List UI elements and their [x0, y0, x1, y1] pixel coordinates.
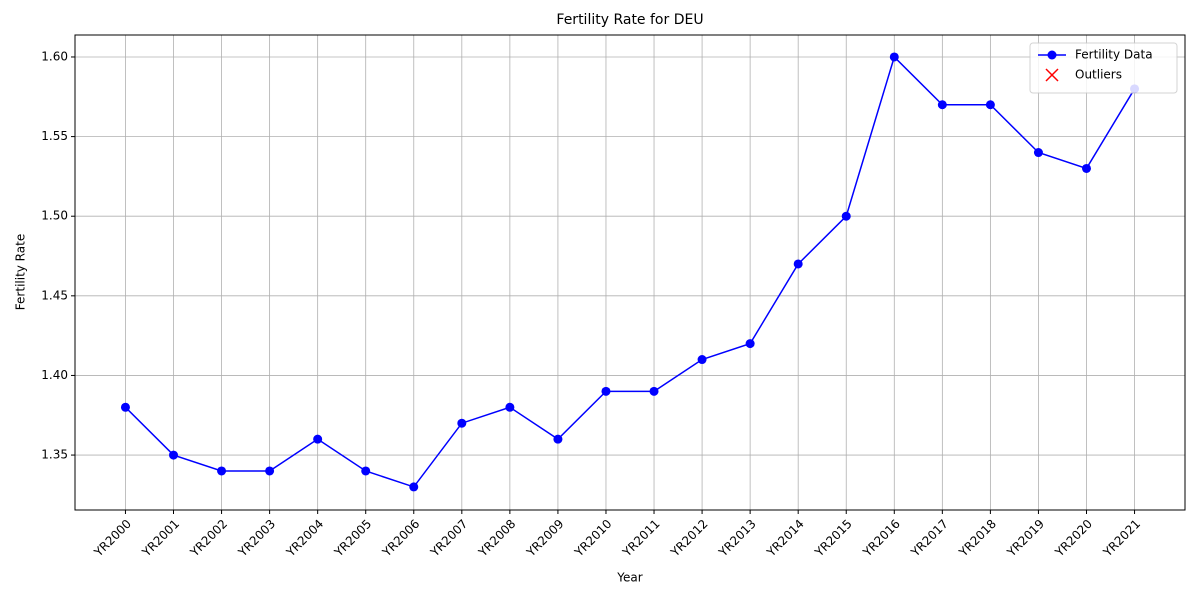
legend-marker	[1047, 50, 1057, 60]
x-tick-label: YR2002	[187, 517, 230, 560]
x-tick-label: YR2001	[139, 517, 182, 560]
y-tick-label: 1.60	[41, 49, 68, 63]
x-tick-label: YR2020	[1052, 517, 1095, 560]
x-tick-label: YR2004	[283, 517, 326, 560]
legend-label: Outliers	[1075, 68, 1122, 82]
x-tick-label: YR2016	[860, 517, 903, 560]
x-tick-label: YR2010	[571, 517, 614, 560]
y-tick-label: 1.50	[41, 209, 68, 223]
x-tick-label: YR2005	[331, 517, 374, 560]
x-tick-label: YR2008	[475, 517, 518, 560]
marker	[1081, 163, 1091, 173]
legend-marker	[1045, 68, 1059, 82]
marker	[793, 259, 803, 269]
marker	[457, 418, 467, 428]
x-tick-label: YR2018	[956, 517, 999, 560]
x-tick-label: YR2011	[619, 517, 662, 560]
marker	[265, 466, 275, 476]
marker	[745, 339, 755, 349]
marker	[937, 100, 947, 110]
marker	[553, 434, 563, 444]
x-tick-label: YR2015	[812, 517, 855, 560]
x-tick-label: YR2014	[763, 517, 806, 560]
chart-title: Fertility Rate for DEU	[556, 12, 703, 28]
marker	[649, 386, 659, 396]
line	[124, 55, 1136, 488]
x-tick-label: YR2009	[523, 517, 566, 560]
marker	[697, 355, 707, 365]
x-tick-label: YR2019	[1004, 517, 1047, 560]
marker	[217, 466, 227, 476]
x-tick-label: YR2021	[1100, 517, 1143, 560]
marker	[409, 482, 419, 492]
marker	[985, 100, 995, 110]
marker	[841, 211, 851, 221]
marker	[1033, 148, 1043, 158]
x-tick-label: YR2000	[91, 517, 134, 560]
marker	[505, 402, 515, 412]
y-tick-label: 1.45	[41, 288, 68, 302]
x-tick-label: YR2012	[667, 517, 710, 560]
y-axis-label: Fertility Rate	[14, 234, 28, 310]
x-tick-label: YR2017	[908, 517, 951, 560]
x-tick-label: YR2007	[427, 517, 470, 560]
marker	[120, 402, 130, 412]
y-tick-label: 1.55	[41, 129, 68, 143]
x-tick-label: YR2006	[379, 517, 422, 560]
y-tick-label: 1.35	[41, 448, 68, 462]
marker	[889, 52, 899, 62]
plot-frame	[74, 34, 1186, 511]
y-tick-label: 1.40	[41, 368, 68, 382]
x-axis-label: Year	[616, 571, 642, 585]
legend-label: Fertility Data	[1075, 48, 1153, 62]
legend-box	[1029, 42, 1178, 94]
marker	[313, 434, 323, 444]
marker	[361, 466, 371, 476]
marker	[601, 386, 611, 396]
x-tick-label: YR2003	[235, 517, 278, 560]
x-tick-label: YR2013	[715, 517, 758, 560]
marker	[169, 450, 179, 460]
